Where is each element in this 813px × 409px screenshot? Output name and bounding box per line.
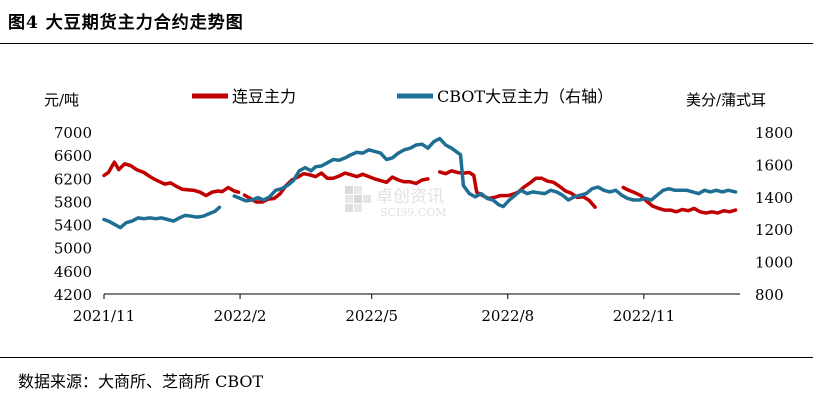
series-line-dalian (242, 171, 430, 204)
data-source-note: 数据来源：大商所、芝商所 CBOT (18, 372, 264, 391)
watermark-logo: 卓创资讯 SCI99.COM (345, 186, 447, 219)
right-axis-unit: 美分/蒲式耳 (686, 91, 766, 109)
left-axis-unit: 元/吨 (44, 91, 79, 109)
left-tick-label: 5800 (54, 193, 92, 211)
x-tick-label: 2022/5 (345, 307, 398, 325)
series-line-cbot (232, 136, 738, 209)
x-tick-label: 2022/11 (613, 307, 675, 325)
futures-price-chart: 卓创资讯 SCI99.COM 连豆主力 CBOT大豆主力（右轴） 元/吨 美分/… (44, 87, 793, 325)
left-tick-label: 4200 (54, 286, 92, 304)
watermark-site: SCI99.COM (380, 206, 447, 219)
right-tick-label: 1400 (755, 189, 793, 207)
left-tick-label: 4600 (54, 263, 92, 281)
series-line-dalian (621, 185, 738, 215)
right-tick-label: 1600 (755, 156, 793, 174)
legend-label-cbot: CBOT大豆主力（右轴） (437, 87, 613, 106)
right-tick-label: 1200 (755, 221, 793, 239)
series-line-cbot (102, 205, 222, 230)
title-divider (0, 43, 813, 44)
right-tick-label: 1000 (755, 254, 793, 272)
x-tick-label: 2022/2 (214, 307, 267, 325)
source-divider (0, 357, 813, 358)
right-tick-label: 800 (755, 286, 784, 304)
left-tick-label: 5000 (54, 240, 92, 258)
right-tick-label: 1800 (755, 124, 793, 142)
left-tick-label: 7000 (54, 124, 92, 142)
x-tick-label: 2021/11 (73, 307, 135, 325)
watermark-brand: 卓创资讯 (376, 187, 444, 207)
figure-title: 图4 大豆期货主力合约走势图 (8, 13, 244, 33)
left-tick-label: 6200 (54, 170, 92, 188)
series-line-dalian (102, 160, 241, 198)
legend-label-dalian: 连豆主力 (232, 87, 296, 106)
left-tick-label: 5400 (54, 217, 92, 235)
x-tick-label: 2022/8 (481, 307, 534, 325)
left-tick-label: 6600 (54, 147, 92, 165)
